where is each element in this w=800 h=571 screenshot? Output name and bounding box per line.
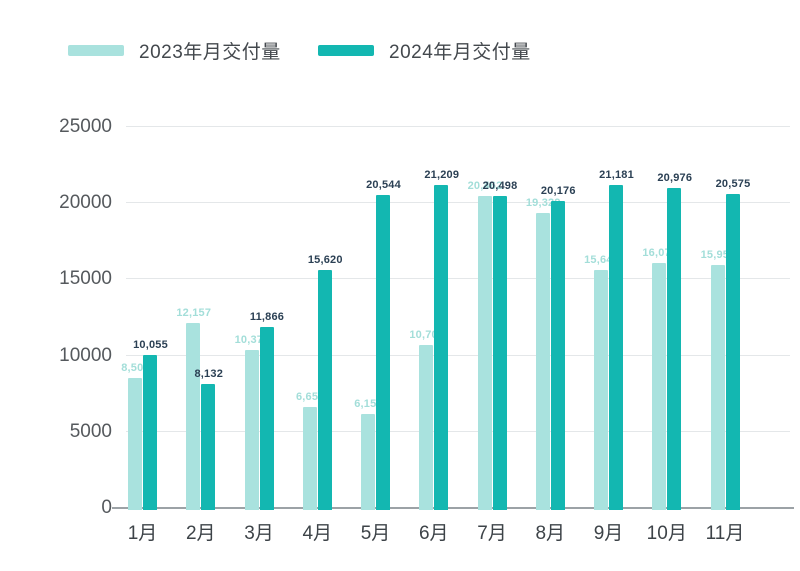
x-tick-label-m3: 3月	[244, 523, 274, 544]
x-axis-baseline	[112, 507, 794, 509]
bar-chart-plot-area: 8,506 10,055 12,157 8,132 10,378 11,866 6,658 1…	[112, 126, 794, 510]
bar-2024-m1	[143, 354, 157, 510]
legend-swatch-2024-icon	[318, 44, 374, 56]
bar-2023-m5	[361, 414, 375, 510]
gridline-25000	[126, 126, 790, 127]
value-label-2024-m1: 10,055	[133, 338, 168, 351]
bar-2024-m10	[667, 188, 682, 510]
bar-2023-m6	[419, 344, 434, 510]
bar-2024-m7	[492, 195, 507, 510]
value-label-2024-m4: 15,620	[307, 253, 343, 266]
bar-2023-m1	[128, 378, 142, 510]
gridline-15000	[126, 278, 790, 280]
value-label-2024-m11: 20,575	[715, 178, 751, 191]
value-label-2024-m10: 20,976	[657, 172, 693, 185]
y-tick-label-0: 0	[101, 497, 112, 518]
bar-2024-m3	[259, 327, 274, 510]
bar-2023-m8	[535, 213, 550, 510]
bar-2024-m4	[317, 269, 332, 510]
legend-swatch-2023-icon	[68, 44, 124, 56]
y-tick-label-5000: 5000	[69, 420, 112, 442]
y-tick-label-15000: 15000	[59, 268, 112, 290]
bar-2023-m11	[710, 264, 725, 510]
x-tick-label-m6: 6月	[418, 523, 449, 544]
bar-2023-m2	[186, 322, 201, 510]
bar-2024-m2	[201, 384, 216, 510]
gridline-5000	[126, 430, 790, 432]
bar-2023-m9	[594, 269, 608, 510]
bar-2024-m5	[376, 194, 390, 510]
x-tick-label-m7: 7月	[477, 523, 507, 544]
value-label-2023-m2: 12,157	[176, 306, 212, 319]
x-tick-label-m4: 4月	[302, 523, 333, 544]
legend-item-2023: 2023年月交付量	[68, 40, 281, 63]
y-tick-label-25000: 25000	[59, 116, 112, 137]
legend-label-2023: 2023年月交付量	[139, 41, 281, 63]
value-label-2024-m7: 20,498	[482, 179, 518, 192]
bar-2024-m11	[725, 194, 740, 510]
value-label-2023-m5: 6,155	[354, 398, 383, 411]
value-label-2024-m3: 11,866	[249, 311, 285, 324]
x-tick-label-m9: 9月	[593, 523, 624, 544]
x-tick-label-m2: 2月	[185, 523, 216, 544]
value-label-2024-m5: 20,544	[366, 178, 401, 191]
value-label-2023-m7: 20,462	[467, 180, 503, 193]
legend-item-2024: 2024年月交付量	[318, 40, 531, 63]
bar-2024-m8	[550, 200, 565, 510]
bar-2024-m9	[609, 185, 623, 510]
bar-2024-m6	[434, 184, 449, 510]
bar-2023-m3	[244, 349, 259, 510]
bar-2023-m10	[652, 263, 667, 510]
legend-label-2024: 2024年月交付量	[389, 41, 531, 63]
value-label-2023-m4: 6,658	[295, 390, 325, 403]
bar-2023-m4	[302, 406, 317, 510]
x-tick-label-m5: 5月	[360, 523, 391, 544]
x-tick-label-m8: 8月	[535, 523, 566, 544]
bar-2023-m7	[477, 196, 492, 510]
value-label-2024-m6: 21,209	[424, 168, 460, 181]
gridline-20000	[126, 202, 790, 204]
x-tick-label-m10: 10月	[646, 523, 687, 544]
y-axis: 0 5000 10000 15000 20000 25000	[0, 117, 112, 518]
value-label-2024-m9: 21,181	[599, 169, 634, 182]
x-tick-label-m1: 1月	[127, 523, 158, 544]
value-label-2024-m8: 20,176	[540, 184, 576, 197]
x-tick-label-m11: 11月	[705, 523, 745, 544]
value-label-2024-m2: 8,132	[194, 368, 224, 381]
y-tick-label-10000: 10000	[59, 344, 112, 366]
value-label-2023-m1: 8,506	[121, 362, 150, 375]
y-tick-label-20000: 20000	[59, 192, 112, 214]
x-axis: 1月 2月 3月 4月 5月 6月 7月 8月 9月 10月 11月	[126, 516, 790, 548]
gridline-10000	[126, 354, 790, 356]
